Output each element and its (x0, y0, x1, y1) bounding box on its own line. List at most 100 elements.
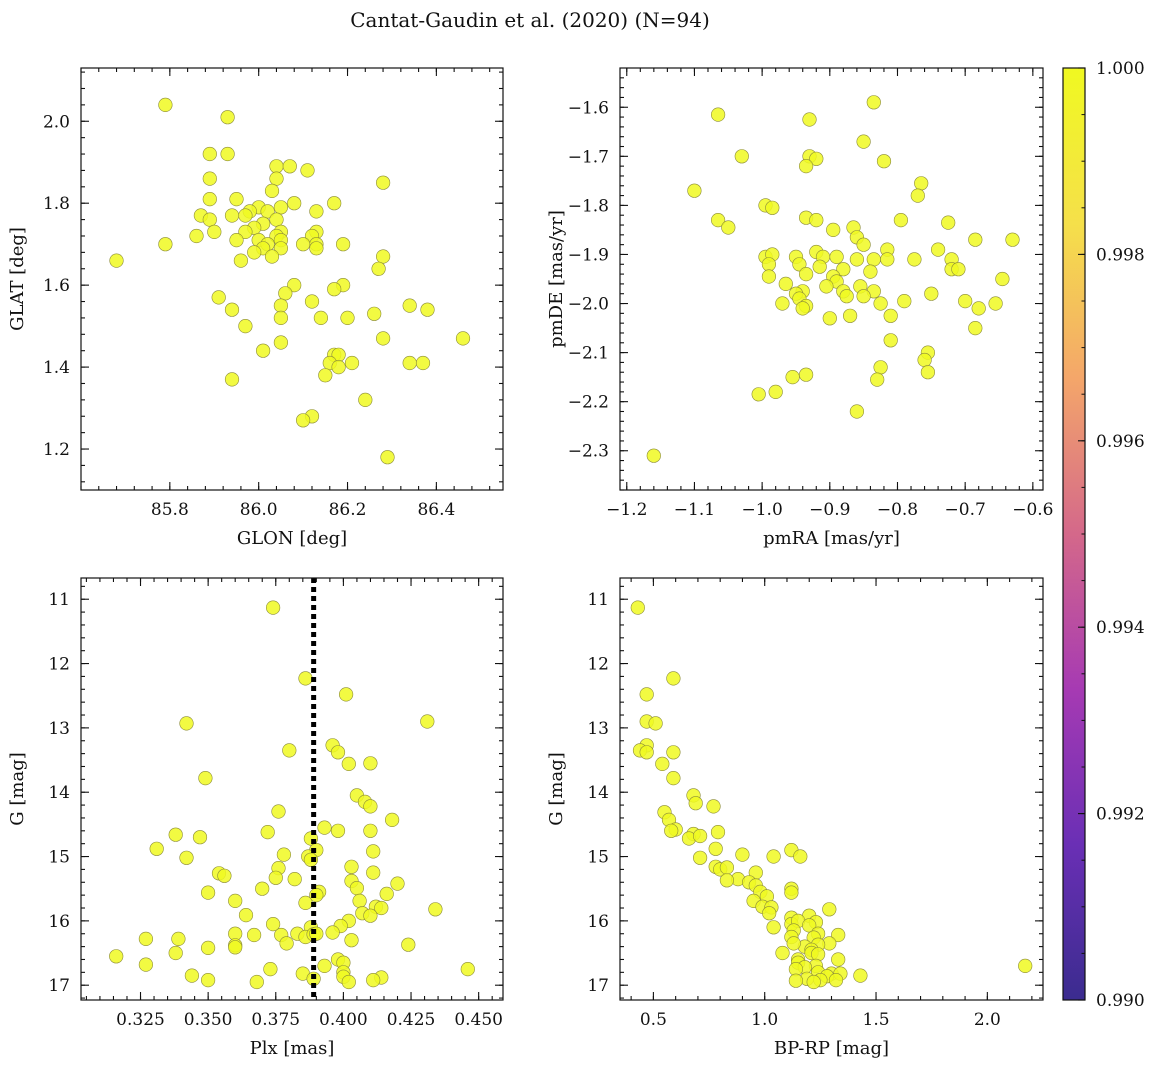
data-point (344, 933, 359, 948)
data-point (317, 958, 332, 974)
data-point (317, 820, 332, 835)
data-point (735, 847, 750, 862)
data-point (648, 716, 663, 731)
colorbar-tick-label: 0.992 (1096, 805, 1145, 825)
data-point (873, 296, 888, 311)
data-point (273, 298, 289, 313)
data-point (158, 97, 173, 112)
data-point (266, 916, 281, 932)
data-point (390, 876, 405, 891)
data-point (765, 200, 780, 215)
x-axis-label: BP-RP [mag] (774, 1038, 889, 1059)
data-point (766, 920, 781, 935)
data-point (363, 799, 378, 814)
data-point (341, 974, 356, 990)
data-point (202, 171, 217, 186)
x-tick-label: 85.8 (151, 500, 189, 520)
data-point (766, 849, 781, 864)
y-axis-label: GLAT [deg] (7, 227, 28, 331)
x-tick-label: −1.2 (606, 500, 647, 520)
y-tick-label: −1.6 (568, 98, 609, 118)
y-tick-label: 15 (48, 848, 70, 868)
x-tick-label: −1.1 (674, 500, 715, 520)
data-point (710, 213, 726, 228)
data-point (842, 308, 858, 323)
data-point (719, 873, 735, 888)
data-point (260, 204, 275, 219)
data-point (138, 957, 153, 972)
data-point (256, 343, 271, 358)
data-point (784, 885, 799, 900)
data-point (304, 294, 320, 309)
data-point (109, 949, 124, 964)
data-point (958, 294, 973, 309)
data-point (327, 282, 342, 297)
y-tick-label: 14 (587, 783, 609, 803)
data-point (687, 183, 702, 198)
data-point (238, 319, 253, 334)
colorbar-tick-label: 1.000 (1096, 59, 1145, 79)
data-point (352, 893, 367, 909)
ticks: 0.5 1.0 1.5 2.0 11 12 13 14 15 16 17 (587, 578, 1043, 1030)
x-tick-label: 0.450 (454, 1010, 503, 1030)
data-point (363, 756, 378, 771)
data-point (344, 355, 360, 371)
ticks: −1.2 −1.1 −1.0 −0.9 −0.8 −0.7 −0.6 −1.6 −1.7 −1.8… (568, 68, 1053, 520)
data-point (278, 286, 293, 301)
data-point (897, 294, 912, 309)
data-point (822, 311, 837, 326)
data-point (802, 112, 817, 127)
data-point (809, 213, 824, 228)
data-point (880, 252, 895, 267)
data-point (298, 671, 313, 686)
y-tick-label: 12 (587, 655, 609, 675)
data-point (810, 947, 826, 962)
data-point (296, 237, 311, 252)
data-point (247, 245, 262, 260)
scatter-points (109, 600, 475, 990)
data-point (666, 745, 681, 760)
data-point (971, 301, 986, 316)
data-point (785, 370, 800, 385)
data-point (710, 107, 726, 122)
data-point (273, 200, 289, 215)
data-point (826, 222, 841, 237)
y-tick-label: 14 (48, 783, 70, 803)
data-point (910, 188, 925, 203)
data-point (367, 306, 382, 321)
data-point (269, 212, 284, 227)
axes-frame (619, 67, 1044, 491)
data-point (883, 308, 898, 323)
axes-frame (80, 577, 504, 1001)
data-point (924, 286, 939, 301)
data-point (202, 212, 217, 227)
y-tick-label: 11 (48, 590, 70, 610)
data-point (761, 257, 777, 272)
x-tick-label: 0.375 (251, 1010, 300, 1030)
data-point (336, 237, 351, 252)
data-point (778, 276, 793, 292)
data-point (266, 600, 281, 615)
data-point (792, 257, 807, 272)
data-point (339, 687, 354, 702)
data-point (951, 262, 966, 277)
panel-3: 0.325 0.350 0.375 0.400 0.425 0.450 11 12 13 14 15… (7, 577, 504, 1059)
data-point (836, 262, 851, 277)
x-tick-label: 0.350 (184, 1010, 233, 1030)
data-point (856, 237, 871, 252)
data-point (380, 450, 395, 465)
data-point (873, 360, 888, 375)
data-point (228, 940, 243, 955)
data-point (358, 392, 373, 408)
data-point (309, 204, 324, 219)
data-point (344, 859, 359, 874)
data-point (415, 355, 431, 371)
data-point (786, 936, 801, 951)
data-point (309, 241, 324, 256)
data-point (853, 968, 868, 983)
data-point (363, 823, 378, 838)
y-tick-label: −2.1 (568, 344, 609, 364)
data-point (920, 365, 936, 380)
data-point (168, 945, 183, 961)
data-point (385, 812, 400, 828)
